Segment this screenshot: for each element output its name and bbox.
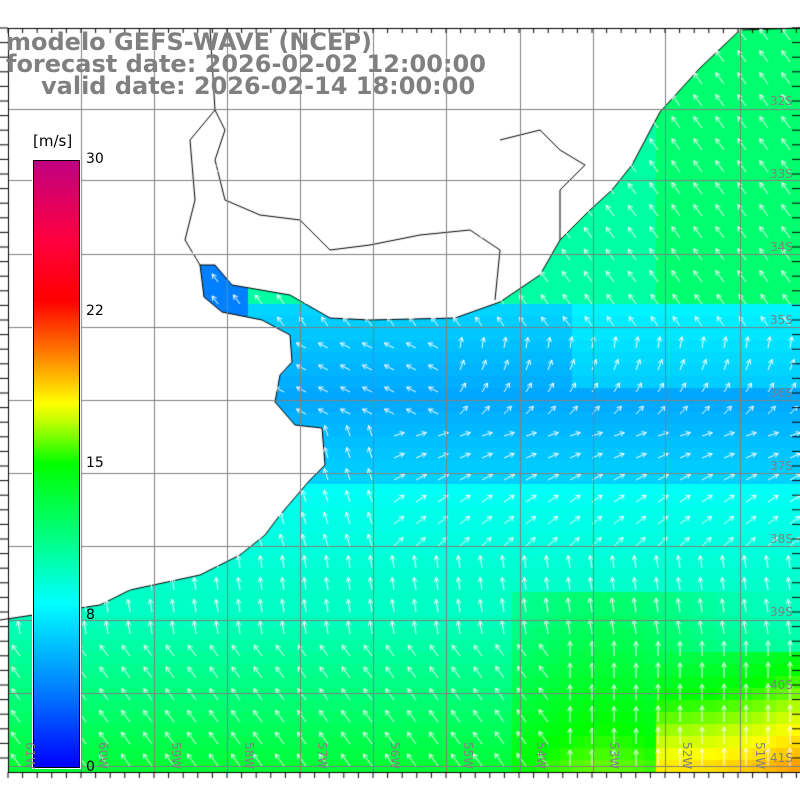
lon-label: 60W: [96, 742, 110, 770]
colorbar-unit: [m/s]: [33, 132, 73, 150]
lat-label: 36S: [770, 386, 793, 400]
lon-label: 54W: [534, 742, 548, 770]
lat-label: 39S: [770, 605, 793, 619]
lat-label: 32S: [770, 94, 793, 108]
lat-label: 38S: [770, 532, 793, 546]
lon-label: 56W: [388, 742, 402, 770]
lat-label: 37S: [770, 459, 793, 473]
lon-label: 61W: [23, 742, 37, 770]
colorbar: [32, 159, 81, 769]
forecast-date: forecast date: 2026-02-02 12:00:00: [6, 50, 486, 78]
colorbar-label: 30: [86, 151, 104, 167]
lat-label: 41S: [770, 751, 793, 765]
lon-label: 53W: [607, 742, 621, 770]
map-title-model: modelo GEFS-WAVE (NCEP): [6, 28, 372, 56]
lon-label: 52W: [680, 742, 694, 770]
lon-label: 55W: [461, 742, 475, 770]
colorbar-label: 15: [86, 455, 104, 471]
lat-label: 33S: [770, 167, 793, 181]
lat-label: 40S: [770, 678, 793, 692]
lat-label: 35S: [770, 313, 793, 327]
lon-label: 58W: [242, 742, 256, 770]
colorbar-label: 8: [86, 607, 95, 623]
lat-label: 34S: [770, 240, 793, 254]
lon-label: 57W: [315, 742, 329, 770]
lon-label: 59W: [169, 742, 183, 770]
valid-date: valid date: 2026-02-14 18:00:00: [41, 72, 476, 100]
lon-label: 51W: [753, 742, 767, 770]
colorbar-label: 22: [86, 303, 104, 319]
colorbar-label: 0: [86, 759, 95, 775]
